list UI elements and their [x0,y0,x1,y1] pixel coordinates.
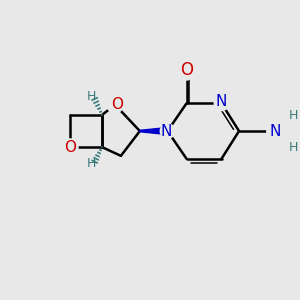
Polygon shape [140,128,168,134]
Text: H: H [288,141,298,154]
Circle shape [160,124,175,138]
Text: O: O [111,97,123,112]
Text: N: N [270,124,281,139]
Circle shape [179,65,194,80]
Circle shape [214,96,229,111]
Text: N: N [160,124,172,139]
Circle shape [62,139,78,155]
Text: H: H [86,158,96,170]
Text: N: N [216,94,227,110]
Text: O: O [180,61,193,79]
Text: H: H [86,90,96,103]
Circle shape [107,97,123,113]
Circle shape [267,124,281,138]
Text: O: O [64,140,76,154]
Text: H: H [288,109,298,122]
